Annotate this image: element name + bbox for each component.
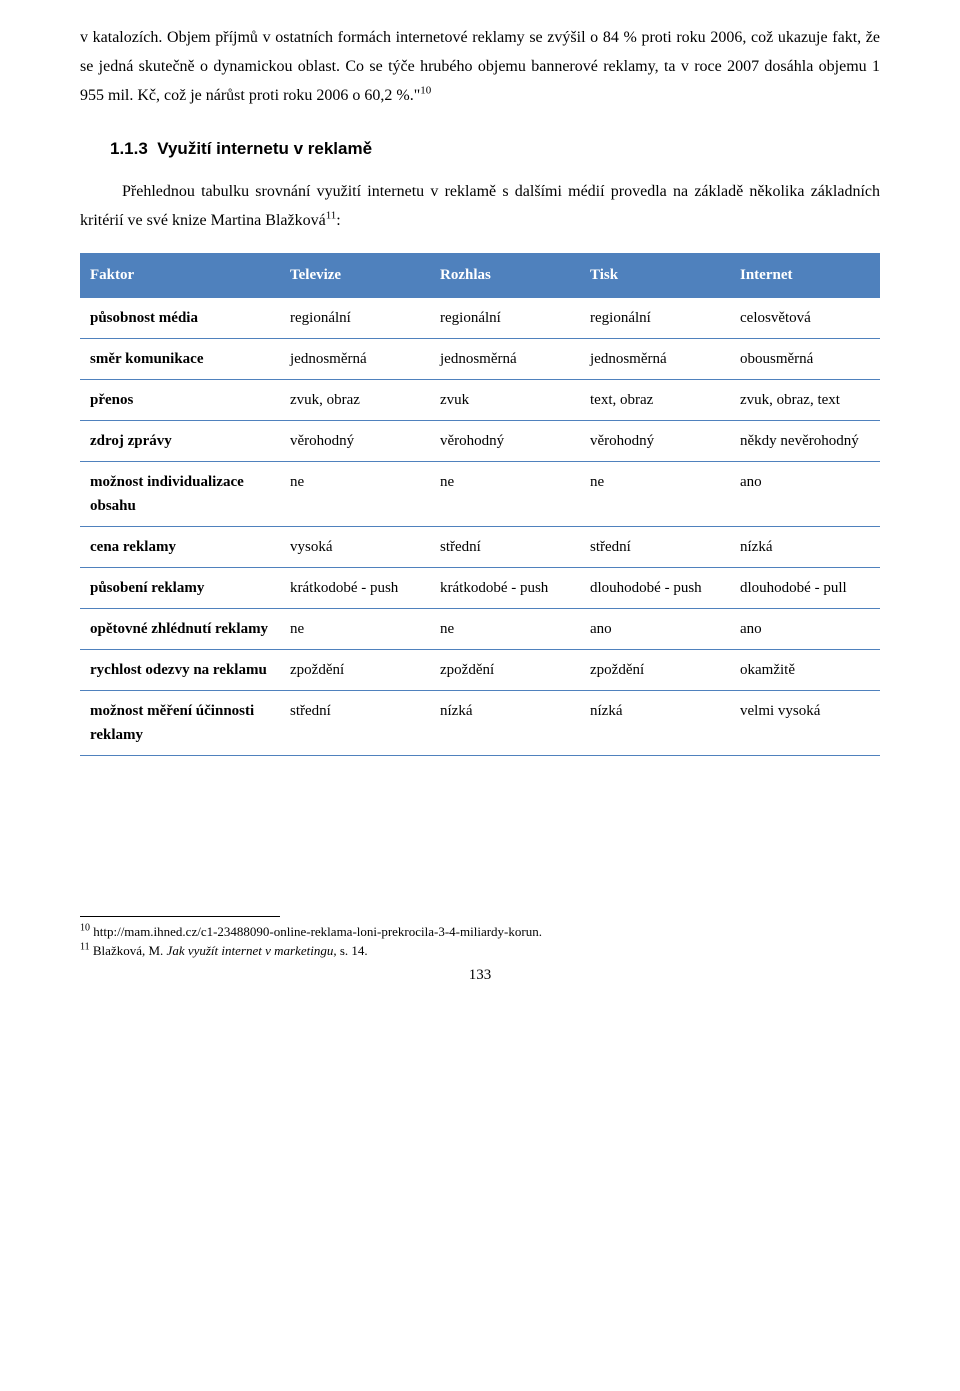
table-row: působnost média regionální regionální re… [80, 298, 880, 339]
cell-internet: okamžitě [730, 650, 880, 691]
cell-print: nízká [580, 691, 730, 756]
body-text-b: : [336, 212, 340, 229]
footnote-text-10: http://mam.ihned.cz/c1-23488090-online-r… [90, 924, 542, 939]
table-row: možnost měření účinnosti reklamy střední… [80, 691, 880, 756]
cell-internet: někdy nevěrohodný [730, 421, 880, 462]
cell-radio: regionální [430, 298, 580, 339]
cell-print: ano [580, 609, 730, 650]
cell-internet: ano [730, 462, 880, 527]
table-header-row: Faktor Televize Rozhlas Tisk Internet [80, 254, 880, 298]
cell-factor: možnost měření účinnosti reklamy [80, 691, 280, 756]
cell-radio: nízká [430, 691, 580, 756]
heading-title: Využití internetu v reklamě [157, 139, 372, 158]
col-header-print: Tisk [580, 254, 730, 298]
cell-factor: opětovné zhlédnutí reklamy [80, 609, 280, 650]
cell-radio: zvuk [430, 380, 580, 421]
cell-radio: krátkodobé - push [430, 568, 580, 609]
cell-radio: střední [430, 527, 580, 568]
cell-tv: regionální [280, 298, 430, 339]
cell-factor: rychlost odezvy na reklamu [80, 650, 280, 691]
table-row: směr komunikace jednosměrná jednosměrná … [80, 339, 880, 380]
table-row: opětovné zhlédnutí reklamy ne ne ano ano [80, 609, 880, 650]
section-heading: 1.1.3 Využití internetu v reklamě [110, 136, 880, 162]
table-row: působení reklamy krátkodobé - push krátk… [80, 568, 880, 609]
cell-internet: obousměrná [730, 339, 880, 380]
cell-radio: věrohodný [430, 421, 580, 462]
cell-factor: směr komunikace [80, 339, 280, 380]
footnote-11-italic: Jak využít internet v marketingu, [167, 943, 337, 958]
cell-print: zpoždění [580, 650, 730, 691]
table-row: možnost individualizace obsahu ne ne ne … [80, 462, 880, 527]
footnote-ref-10: 10 [420, 84, 431, 96]
body-paragraph: Přehlednou tabulku srovnání využití inte… [80, 178, 880, 236]
footnote-num-10: 10 [80, 923, 90, 934]
footnote-ref-11: 11 [326, 209, 337, 221]
col-header-radio: Rozhlas [430, 254, 580, 298]
footnote-10: 10 http://mam.ihned.cz/c1-23488090-onlin… [80, 923, 880, 941]
table-row: přenos zvuk, obraz zvuk text, obraz zvuk… [80, 380, 880, 421]
cell-internet: nízká [730, 527, 880, 568]
page-number: 133 [80, 962, 880, 989]
footnote-11-prefix: Blažková, M. [90, 943, 167, 958]
cell-print: dlouhodobé - push [580, 568, 730, 609]
table-row: zdroj zprávy věrohodný věrohodný věrohod… [80, 421, 880, 462]
footnote-num-11: 11 [80, 941, 90, 952]
table-row: rychlost odezvy na reklamu zpoždění zpož… [80, 650, 880, 691]
cell-print: jednosměrná [580, 339, 730, 380]
cell-radio: ne [430, 462, 580, 527]
footnotes: 10 http://mam.ihned.cz/c1-23488090-onlin… [80, 923, 880, 959]
cell-factor: zdroj zprávy [80, 421, 280, 462]
body-text-a: Přehlednou tabulku srovnání využití inte… [80, 183, 880, 229]
cell-tv: ne [280, 462, 430, 527]
cell-tv: zvuk, obraz [280, 380, 430, 421]
cell-print: text, obraz [580, 380, 730, 421]
footnote-11: 11 Blažková, M. Jak využít internet v ma… [80, 942, 880, 960]
footnote-11-suffix: s. 14. [337, 943, 368, 958]
cell-internet: velmi vysoká [730, 691, 880, 756]
cell-radio: ne [430, 609, 580, 650]
cell-factor: cena reklamy [80, 527, 280, 568]
col-header-internet: Internet [730, 254, 880, 298]
cell-tv: vysoká [280, 527, 430, 568]
cell-internet: zvuk, obraz, text [730, 380, 880, 421]
cell-print: regionální [580, 298, 730, 339]
col-header-factor: Faktor [80, 254, 280, 298]
cell-internet: ano [730, 609, 880, 650]
cell-print: střední [580, 527, 730, 568]
heading-number: 1.1.3 [110, 139, 148, 158]
cell-factor: působnost média [80, 298, 280, 339]
cell-tv: věrohodný [280, 421, 430, 462]
cell-radio: jednosměrná [430, 339, 580, 380]
cell-tv: jednosměrná [280, 339, 430, 380]
cell-tv: zpoždění [280, 650, 430, 691]
cell-print: ne [580, 462, 730, 527]
footnote-separator [80, 916, 280, 917]
cell-print: věrohodný [580, 421, 730, 462]
cell-internet: dlouhodobé - pull [730, 568, 880, 609]
cell-factor: působení reklamy [80, 568, 280, 609]
table-row: cena reklamy vysoká střední střední nízk… [80, 527, 880, 568]
cell-factor: přenos [80, 380, 280, 421]
cell-tv: střední [280, 691, 430, 756]
cell-internet: celosvětová [730, 298, 880, 339]
cell-radio: zpoždění [430, 650, 580, 691]
col-header-tv: Televize [280, 254, 430, 298]
intro-text: v katalozích. Objem příjmů v ostatních f… [80, 29, 880, 104]
cell-factor: možnost individualizace obsahu [80, 462, 280, 527]
cell-tv: ne [280, 609, 430, 650]
comparison-table: Faktor Televize Rozhlas Tisk Internet pů… [80, 253, 880, 756]
intro-paragraph: v katalozích. Objem příjmů v ostatních f… [80, 24, 880, 110]
cell-tv: krátkodobé - push [280, 568, 430, 609]
